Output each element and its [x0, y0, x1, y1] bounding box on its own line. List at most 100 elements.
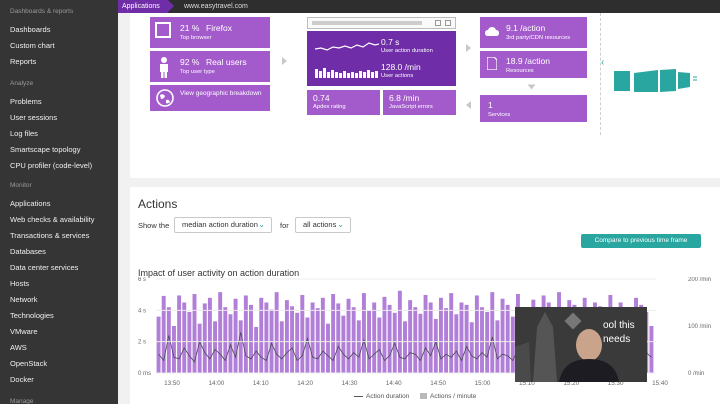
x-tick: 15:00	[475, 380, 491, 387]
sidebar-item[interactable]: Network	[10, 295, 38, 304]
metric-select-value: median action duration	[182, 220, 258, 229]
sidebar-section-title: Monitor	[10, 182, 32, 189]
divider	[600, 13, 601, 135]
browser-value: 21 %	[180, 23, 200, 33]
actions-bar	[249, 304, 253, 373]
actions-bar	[264, 302, 269, 373]
actions-bar	[254, 326, 259, 373]
duration-value: 0.7 s	[381, 37, 400, 47]
x-tick: 15:40	[652, 380, 668, 387]
actions-bar	[403, 321, 407, 373]
actions-bar	[177, 295, 182, 373]
legend-actions: Actions / minute	[420, 393, 476, 400]
sidebar-item[interactable]: Docker	[10, 375, 34, 384]
javascript-errors-tile[interactable]: 6.8 /min JavaScript errors	[383, 90, 456, 115]
sidebar-item[interactable]: Web checks & availability	[10, 215, 95, 224]
sidebar-item[interactable]: Reports	[10, 57, 37, 66]
services-label: Services	[488, 112, 511, 118]
sidebar-item[interactable]: Applications	[10, 199, 51, 208]
sidebar-item[interactable]: Custom chart	[10, 41, 55, 50]
browser-window-icon	[155, 22, 171, 38]
js-errors-value: 6.8 /min	[389, 93, 420, 103]
tiers-graphic-icon	[614, 69, 697, 92]
chart-title: Impact of user activity on action durati…	[138, 268, 300, 278]
application-flow-panel: 21 % Firefox Top browser 92 % Real users…	[130, 13, 720, 178]
actions-bar	[284, 300, 289, 373]
sidebar-item[interactable]: VMware	[10, 327, 38, 336]
sidebar-item[interactable]: Transactions & services	[10, 231, 90, 240]
sidebar-item[interactable]: Hosts	[10, 279, 30, 288]
services-value: 1	[488, 100, 493, 110]
main-content: 21 % Firefox Top browser 92 % Real users…	[118, 13, 720, 404]
geographic-breakdown-tile[interactable]: View geographic breakdown	[150, 85, 270, 111]
sidebar-section-title: Manage	[10, 398, 34, 404]
address-bar	[312, 21, 422, 25]
sidebar-item[interactable]: Smartscape topology	[10, 145, 81, 154]
sidebar-item[interactable]: Data center services	[10, 263, 79, 272]
actions-bar	[305, 317, 310, 373]
impact-chart: 0 ms 2 s 4 s 6 s 0 /min 100 /min 200 /min 13:50…	[138, 277, 711, 387]
actions-bar	[418, 313, 423, 373]
sidebar-item[interactable]: Log files	[10, 129, 38, 138]
actions-bar	[459, 302, 464, 373]
actions-bar	[413, 307, 418, 373]
sparkline-icon	[315, 42, 379, 51]
actions-bar	[649, 326, 654, 373]
js-errors-label: JavaScript errors	[389, 104, 433, 110]
sidebar-item[interactable]: Dashboards	[10, 25, 51, 34]
actions-bar	[382, 296, 387, 373]
filter-select[interactable]: all actions ⌄	[295, 217, 351, 233]
flow-arrow	[282, 57, 287, 65]
users-value: 92 %	[180, 57, 200, 67]
actions-bar	[464, 304, 469, 373]
window-button-icon	[445, 20, 451, 26]
actions-panel: Actions Show the median action duration …	[130, 187, 720, 404]
x-tick: 14:30	[342, 380, 358, 387]
actions-bar	[346, 298, 351, 373]
metric-select[interactable]: median action duration ⌄	[174, 217, 272, 233]
sidebar-item[interactable]: Problems	[10, 97, 42, 106]
x-tick: 14:10	[253, 380, 269, 387]
actions-bar	[480, 307, 484, 373]
x-tick: 15:10	[519, 380, 535, 387]
actions-bar	[469, 322, 474, 373]
top-user-type-tile[interactable]: 92 % Real users Top user type	[150, 51, 270, 82]
breadcrumb-applications[interactable]: Applications	[118, 0, 174, 13]
sidebar-item[interactable]: OpenStack	[10, 359, 48, 368]
actions-bar	[218, 292, 223, 373]
actions-bar	[233, 298, 238, 373]
actions-bar	[156, 316, 161, 373]
actions-bar	[197, 323, 202, 373]
sidebar-item[interactable]: Databases	[10, 247, 46, 256]
x-tick: 14:40	[386, 380, 402, 387]
resources-tile[interactable]: 18.9 /action Resources	[480, 51, 587, 78]
actions-bar	[228, 314, 233, 373]
sidebar-item[interactable]: AWS	[10, 343, 27, 352]
y-left-tick: 6 s	[138, 277, 146, 283]
sidebar-item[interactable]: CPU profiler (code-level)	[10, 161, 93, 170]
third-party-resources-tile[interactable]: 9.1 /action 3rd party/CDN resources	[480, 17, 587, 48]
breadcrumb-host[interactable]: www.easytravel.com	[184, 3, 248, 10]
chevron-left-icon[interactable]: ‹	[601, 57, 605, 68]
for-label: for	[280, 221, 289, 230]
actions-bar	[474, 295, 479, 373]
actions-bar	[449, 293, 454, 373]
user-action-tile[interactable]: 0.7 s User action duration 128.0 /min Us…	[307, 31, 456, 86]
cloud-icon	[485, 27, 499, 36]
legend-duration: Action duration	[354, 393, 409, 400]
y-left-tick: 0 ms	[138, 371, 151, 377]
actions-bar	[361, 293, 366, 373]
services-tile[interactable]: 1 Services	[480, 95, 587, 122]
sidebar-item[interactable]: User sessions	[10, 113, 58, 122]
apdex-tile[interactable]: 0.74 Apdex rating	[307, 90, 380, 115]
duration-label: User action duration	[381, 48, 433, 54]
sidebar-item[interactable]: Technologies	[10, 311, 54, 320]
compare-time-frame-button[interactable]: Compare to previous time frame	[581, 234, 701, 248]
actions-bar	[243, 295, 248, 373]
top-browser-tile[interactable]: 21 % Firefox Top browser	[150, 17, 270, 48]
chevron-down-icon: ⌄	[337, 220, 344, 229]
actions-bar	[500, 298, 505, 373]
legend-actions-label: Actions / minute	[430, 393, 477, 400]
actions-bar	[510, 316, 515, 373]
actions-bar	[300, 294, 305, 373]
